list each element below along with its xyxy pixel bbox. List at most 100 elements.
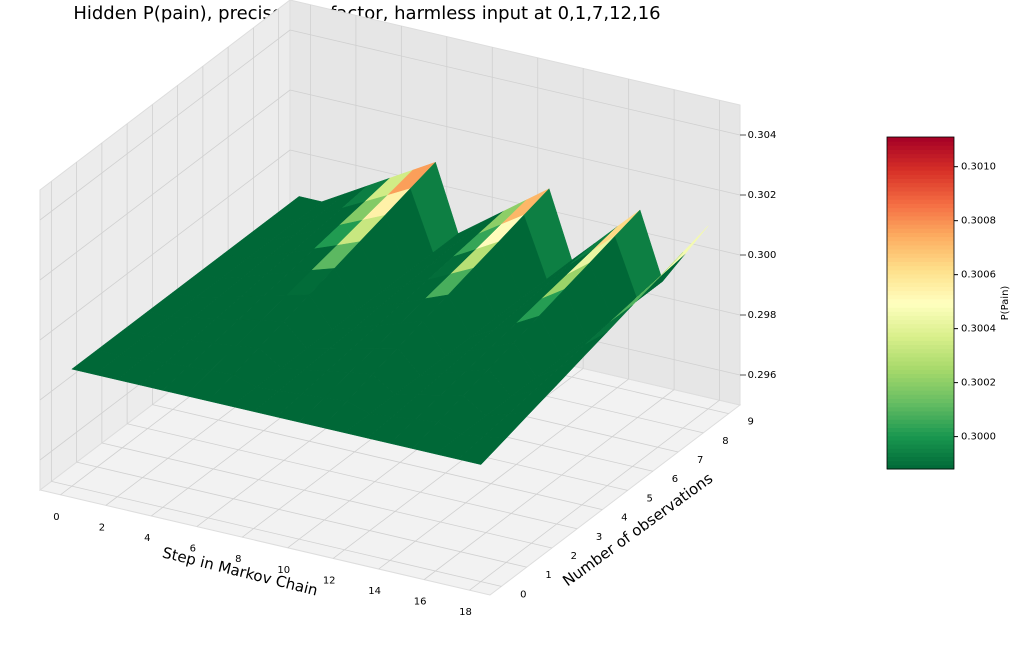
colorbar-segment <box>887 410 954 416</box>
z-tick-label: 0.298 <box>748 310 777 321</box>
colorbar-segment <box>887 199 954 204</box>
colorbar-segment <box>887 415 954 420</box>
x-tick-label: 0 <box>53 512 59 523</box>
colorbar-segment <box>887 244 954 250</box>
x-tick-label: 2 <box>99 522 105 533</box>
colorbar-segment <box>887 220 954 225</box>
colorbar-segment <box>887 203 954 209</box>
colorbar-segment <box>887 319 954 325</box>
colorbar-tick-label: 0.3004 <box>961 324 996 335</box>
colorbar-segment <box>887 439 954 445</box>
colorbar-segment <box>887 303 954 308</box>
z-grid-line <box>39 149 291 341</box>
colorbar-frame <box>886 136 955 470</box>
colorbar-segment <box>887 182 954 188</box>
colorbar-segment <box>887 249 954 254</box>
colorbar-segment <box>887 340 954 345</box>
y-tick-label: 7 <box>697 455 703 466</box>
x-grid-line <box>469 399 720 591</box>
colorbar-segment <box>887 464 954 470</box>
colorbar-segment <box>887 311 954 316</box>
x-grid-line <box>423 389 675 580</box>
z-tick-label: 0.302 <box>748 190 777 201</box>
z-tick-label: 0.300 <box>748 250 777 261</box>
colorbar-segment <box>887 460 954 466</box>
colorbar-segment <box>887 161 954 167</box>
colorbar-segment <box>887 365 954 370</box>
colorbar-segment <box>887 394 954 399</box>
colorbar-segment <box>887 307 954 312</box>
colorbar-segment <box>887 377 954 383</box>
colorbar-segment <box>887 398 954 404</box>
y-grid-line <box>51 480 502 587</box>
colorbar-segment <box>887 361 954 366</box>
colorbar-segment <box>887 178 954 184</box>
x-tick-label: 14 <box>368 586 381 597</box>
z-tick-label: 0.304 <box>748 130 777 141</box>
z-tick-label: 0.296 <box>748 370 777 381</box>
colorbar-segment <box>887 369 954 375</box>
colorbar-segment <box>887 278 954 283</box>
y-grid-line <box>101 442 552 549</box>
colorbar-segment <box>887 207 954 213</box>
x-tick-label: 10 <box>277 565 290 576</box>
colorbar-segment <box>887 137 954 142</box>
chart-title: Hidden P(pain), precise sensfactor, harm… <box>73 3 660 24</box>
colorbar-segment <box>887 232 954 238</box>
colorbar-segment <box>887 423 954 428</box>
y-grid-line <box>127 423 578 530</box>
colorbar-segment <box>887 406 954 412</box>
x-tick-label: 8 <box>235 554 241 565</box>
colorbar-segment <box>887 269 954 275</box>
colorbar-segment <box>887 265 954 271</box>
y-tick-label: 0 <box>520 589 526 600</box>
colorbar-segment <box>887 419 954 424</box>
colorbar-segment <box>887 448 954 453</box>
y-tick-label: 1 <box>545 570 551 581</box>
y-grid-line <box>152 404 603 510</box>
colorbar-segment <box>887 298 954 304</box>
colorbar-segment <box>887 257 954 262</box>
colorbar-segment <box>887 336 954 341</box>
colorbar-segment <box>887 253 954 258</box>
colorbar-segment <box>887 145 954 150</box>
colorbar-segment <box>887 170 954 175</box>
colorbar-segment <box>887 211 954 217</box>
colorbar-segment <box>887 190 954 196</box>
colorbar-segment <box>887 224 954 229</box>
colorbar-segment <box>887 290 954 296</box>
colorbar-segment <box>887 386 954 391</box>
colorbar-segment <box>887 390 954 395</box>
z-grid-line <box>39 89 291 281</box>
x-tick-label: 12 <box>323 575 336 586</box>
colorbar-label: P(Pain) <box>1000 286 1011 321</box>
colorbar-segment <box>887 356 954 362</box>
x-tick-label: 4 <box>144 533 150 544</box>
colorbar-segment <box>887 344 954 350</box>
colorbar-segment <box>887 282 954 287</box>
colorbar-segment <box>887 166 954 171</box>
colorbar-segment <box>887 195 954 200</box>
colorbar-tick-label: 0.3006 <box>961 270 996 281</box>
x-tick-label: 6 <box>190 544 196 555</box>
colorbar-segment <box>887 402 954 408</box>
colorbar-segment <box>887 352 954 358</box>
colorbar-segment <box>887 327 954 333</box>
colorbar-segment <box>887 323 954 329</box>
colorbar-segment <box>887 228 954 233</box>
colorbar-tick-label: 0.3010 <box>961 162 996 173</box>
x-tick-label: 16 <box>414 597 427 608</box>
colorbar-segment <box>887 435 954 441</box>
y-tick-label: 8 <box>722 436 728 447</box>
colorbar-segment <box>887 431 954 437</box>
z-grid-line <box>289 89 741 196</box>
colorbar-segment <box>887 452 954 458</box>
colorbar-segment <box>887 149 954 155</box>
colorbar-segment <box>887 315 954 321</box>
colorbar-segment <box>887 186 954 192</box>
x-tick-label: 18 <box>459 607 472 618</box>
colorbar-segment <box>887 332 954 337</box>
colorbar-segment <box>887 273 954 279</box>
y-tick-label: 2 <box>571 551 577 562</box>
z-grid-line <box>39 29 291 221</box>
